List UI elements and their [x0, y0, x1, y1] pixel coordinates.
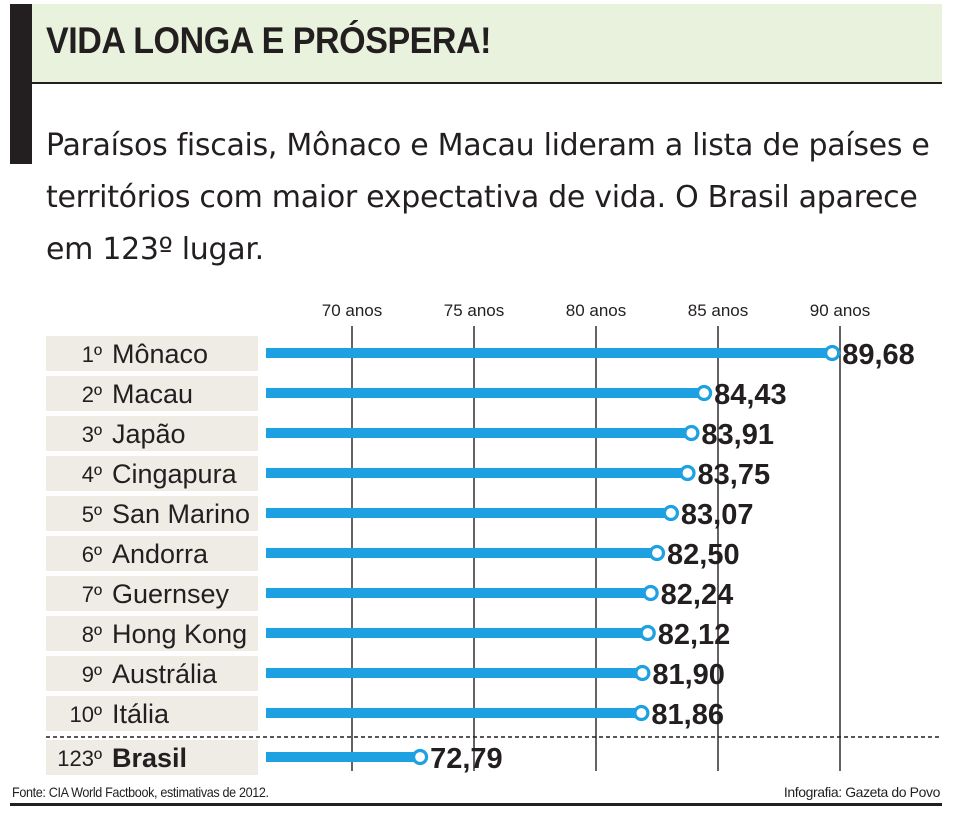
title-accent-bar — [10, 4, 32, 164]
value-bar — [266, 668, 643, 678]
row-label-bg — [46, 740, 258, 775]
value-marker — [639, 624, 656, 642]
bar-fade — [266, 387, 326, 399]
country-label: Hong Kong — [112, 619, 247, 649]
source-note: Fonte: CIA World Factbook, estimativas d… — [12, 784, 269, 800]
bar-fade — [266, 467, 326, 479]
value-label: 82,24 — [661, 579, 734, 611]
rank-label: 2º — [82, 382, 102, 407]
value-bar — [266, 468, 688, 478]
x-tick-label: 85 anos — [688, 301, 749, 320]
value-label: 82,50 — [667, 539, 740, 571]
country-label: Mônaco — [112, 339, 208, 369]
rank-label: 3º — [82, 422, 102, 447]
row-label-bg — [46, 456, 258, 491]
footer-rule — [10, 803, 942, 806]
value-label: 89,68 — [842, 339, 915, 371]
rank-label: 10º — [69, 702, 102, 727]
value-bar — [266, 508, 671, 518]
value-label: 83,91 — [701, 419, 774, 451]
value-marker — [642, 584, 659, 602]
title-bar — [10, 4, 942, 84]
value-marker — [662, 504, 680, 522]
country-label: Macau — [112, 379, 193, 409]
row-label-bg — [46, 576, 258, 611]
value-label: 83,75 — [698, 459, 771, 491]
row-label-bg — [46, 696, 258, 731]
bar-fade — [266, 427, 326, 439]
country-label: Austrália — [112, 659, 218, 689]
value-marker — [633, 704, 650, 722]
x-tick-label: 80 anos — [566, 301, 627, 320]
row-label-bg — [46, 616, 258, 651]
bar-fade — [266, 507, 326, 519]
rank-label: 7º — [82, 582, 102, 607]
bar-fade — [266, 751, 326, 763]
value-label: 83,07 — [681, 499, 754, 531]
value-marker — [679, 464, 696, 482]
value-bar — [266, 752, 421, 762]
value-label: 81,90 — [652, 659, 725, 691]
country-label: Itália — [112, 699, 170, 729]
value-label: 72,79 — [430, 743, 503, 775]
value-bar — [266, 588, 651, 598]
rank-label: 9º — [82, 662, 102, 687]
bar-fade — [266, 547, 326, 559]
value-label: 81,86 — [651, 699, 724, 731]
value-bar — [266, 428, 692, 438]
bar-fade — [266, 347, 326, 359]
row-label-bg — [46, 536, 258, 571]
value-marker — [648, 544, 666, 562]
country-label: Japão — [112, 419, 186, 449]
row-label-bg — [46, 336, 258, 371]
value-marker — [824, 344, 841, 362]
value-bar — [266, 628, 648, 638]
rank-label: 4º — [82, 462, 102, 487]
rank-label: 5º — [82, 502, 102, 527]
page-subtitle: Paraísos fiscais, Mônaco e Macau lideram… — [46, 128, 930, 267]
value-bar — [266, 708, 642, 718]
country-label: Cingapura — [112, 459, 238, 489]
rank-label: 1º — [82, 342, 102, 367]
bar-fade — [266, 667, 326, 679]
value-marker — [695, 384, 713, 402]
country-label: San Marino — [112, 499, 250, 529]
page-title: VIDA LONGA E PRÓSPERA! — [46, 20, 492, 61]
x-tick-label: 70 anos — [322, 301, 383, 320]
x-tick-label: 75 anos — [444, 301, 505, 320]
value-label: 84,43 — [714, 379, 787, 411]
credit-note: Infografia: Gazeta do Povo — [783, 784, 941, 800]
value-bar — [266, 388, 705, 398]
life-expectancy-chart: 70 anos 75 anos 80 anos 85 anos 90 anos 1º Môn… — [46, 301, 940, 775]
value-label: 82,12 — [658, 619, 731, 651]
value-marker — [411, 748, 429, 766]
bar-fade — [266, 707, 326, 719]
value-marker — [634, 664, 651, 682]
x-tick-label: 90 anos — [810, 301, 871, 320]
value-bar — [266, 548, 657, 558]
value-marker — [683, 424, 700, 442]
bar-fade — [266, 627, 326, 639]
rank-label: 123º — [57, 746, 102, 771]
row-label-bg — [46, 496, 258, 531]
country-label: Guernsey — [112, 579, 230, 609]
rank-label: 8º — [82, 622, 102, 647]
country-label: Brasil — [112, 743, 187, 773]
value-bar — [266, 348, 833, 358]
row-label-bg — [46, 656, 258, 691]
country-label: Andorra — [112, 539, 209, 569]
bar-fade — [266, 587, 326, 599]
row-label-bg — [46, 376, 258, 411]
rank-label: 6º — [82, 542, 102, 567]
row-label-bg — [46, 416, 258, 451]
